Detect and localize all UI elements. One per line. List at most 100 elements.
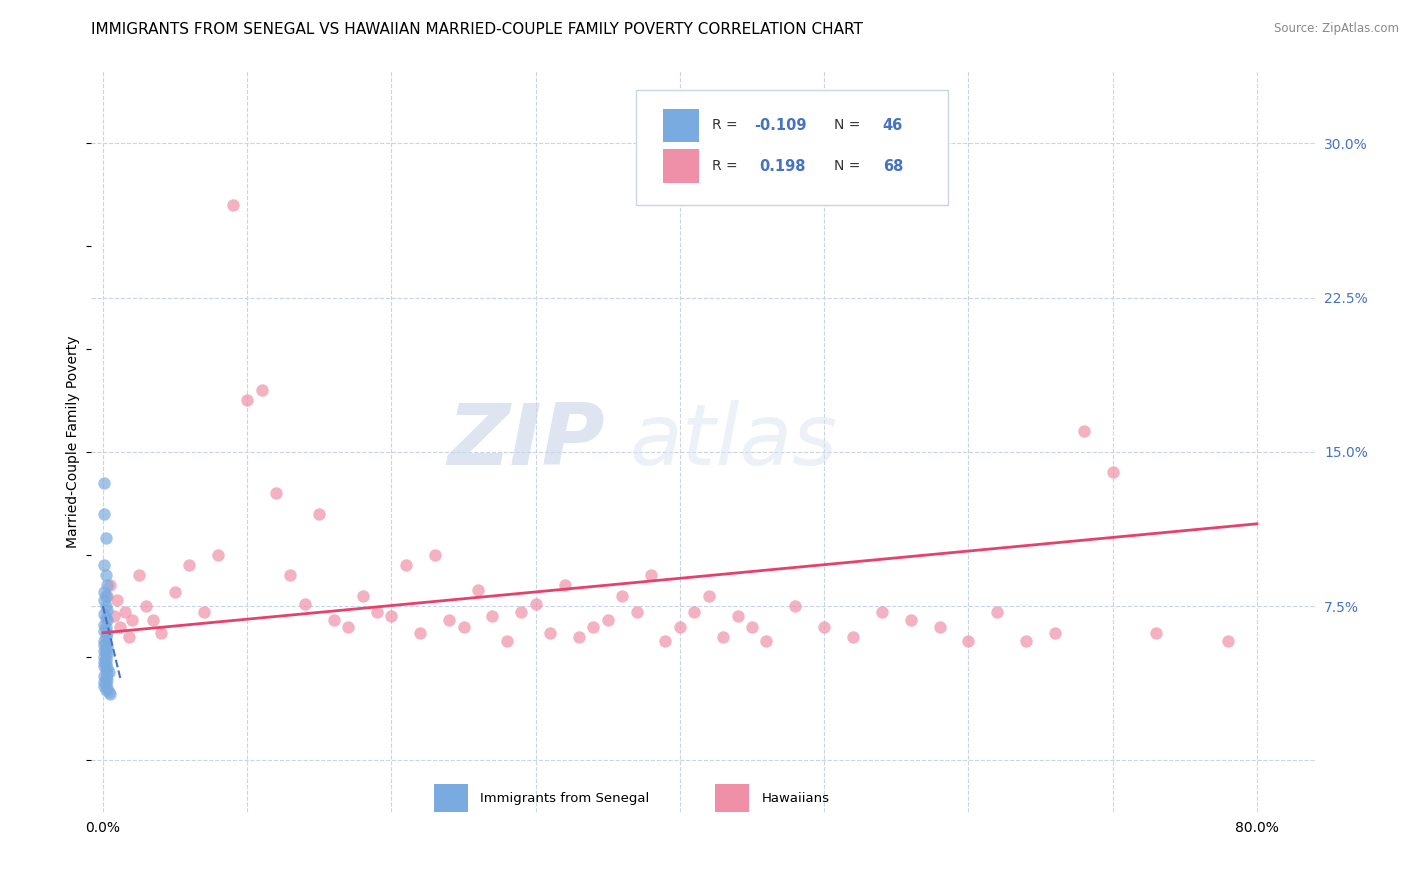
Text: -0.109: -0.109: [755, 118, 807, 133]
Point: [118, 630, 141, 644]
Point: [711, 630, 734, 644]
Point: [96, 667, 118, 681]
Point: [1073, 424, 1095, 438]
Point: [308, 507, 330, 521]
Text: Immigrants from Senegal: Immigrants from Senegal: [481, 792, 650, 805]
Point: [94, 663, 117, 677]
Point: [98, 688, 121, 702]
Point: [93, 669, 115, 683]
Point: [165, 584, 187, 599]
Point: [93, 679, 115, 693]
Point: [928, 619, 950, 633]
Point: [94, 619, 117, 633]
Point: [98, 578, 121, 592]
Point: [423, 548, 446, 562]
Point: [94, 657, 117, 671]
Point: [870, 605, 893, 619]
Point: [96, 661, 118, 675]
Point: [640, 568, 662, 582]
Point: [97, 665, 120, 679]
Point: [900, 614, 922, 628]
Point: [142, 614, 165, 628]
Text: Hawaiians: Hawaiians: [762, 792, 830, 805]
Point: [207, 548, 229, 562]
Point: [97, 685, 120, 699]
Point: [294, 597, 316, 611]
Point: [524, 597, 547, 611]
Point: [1015, 634, 1038, 648]
Point: [96, 648, 118, 663]
Point: [93, 638, 115, 652]
Point: [96, 673, 118, 687]
Text: N =: N =: [834, 119, 865, 132]
Point: [280, 568, 302, 582]
Point: [582, 619, 605, 633]
Text: 0.198: 0.198: [759, 159, 806, 174]
Point: [785, 599, 807, 613]
Point: [105, 593, 128, 607]
Bar: [434, 784, 468, 813]
Point: [1144, 625, 1167, 640]
Point: [366, 605, 388, 619]
Point: [96, 589, 118, 603]
Point: [121, 614, 143, 628]
Point: [568, 630, 591, 644]
Point: [481, 609, 503, 624]
Point: [683, 605, 706, 619]
Point: [467, 582, 489, 597]
Point: [395, 558, 418, 572]
Point: [103, 609, 125, 624]
Point: [510, 605, 533, 619]
Point: [93, 617, 115, 632]
Point: [1216, 634, 1239, 648]
Point: [94, 683, 117, 698]
Point: [93, 507, 115, 521]
Point: [149, 625, 172, 640]
Point: [264, 486, 287, 500]
Point: [495, 634, 517, 648]
Point: [94, 642, 117, 657]
Text: ZIP: ZIP: [447, 400, 605, 483]
Point: [96, 578, 118, 592]
Point: [193, 605, 215, 619]
Point: [612, 589, 634, 603]
Point: [94, 630, 117, 644]
Point: [755, 634, 778, 648]
Point: [114, 605, 136, 619]
Point: [93, 644, 115, 658]
Point: [626, 605, 648, 619]
Point: [93, 475, 115, 490]
Point: [96, 614, 118, 628]
Text: N =: N =: [834, 159, 865, 173]
Point: [222, 198, 245, 212]
Point: [96, 681, 118, 696]
Text: 46: 46: [883, 118, 903, 133]
Point: [94, 589, 117, 603]
Text: Source: ZipAtlas.com: Source: ZipAtlas.com: [1274, 22, 1399, 36]
Bar: [662, 150, 699, 183]
Point: [93, 634, 115, 648]
Point: [94, 531, 117, 545]
Point: [236, 393, 259, 408]
Text: atlas: atlas: [630, 400, 838, 483]
Point: [110, 619, 132, 633]
Point: [669, 619, 692, 633]
Point: [93, 607, 115, 622]
Point: [352, 589, 374, 603]
Point: [1043, 625, 1066, 640]
Point: [94, 671, 117, 685]
Point: [727, 609, 749, 624]
Text: IMMIGRANTS FROM SENEGAL VS HAWAIIAN MARRIED-COUPLE FAMILY POVERTY CORRELATION CH: IMMIGRANTS FROM SENEGAL VS HAWAIIAN MARR…: [91, 22, 863, 37]
Point: [96, 640, 118, 655]
Point: [654, 634, 676, 648]
Point: [741, 619, 763, 633]
FancyBboxPatch shape: [636, 90, 948, 204]
Point: [96, 625, 118, 640]
Point: [93, 675, 115, 690]
Point: [409, 625, 432, 640]
Point: [453, 619, 475, 633]
Point: [538, 625, 561, 640]
Point: [697, 589, 720, 603]
Point: [94, 611, 117, 625]
Point: [250, 383, 273, 397]
